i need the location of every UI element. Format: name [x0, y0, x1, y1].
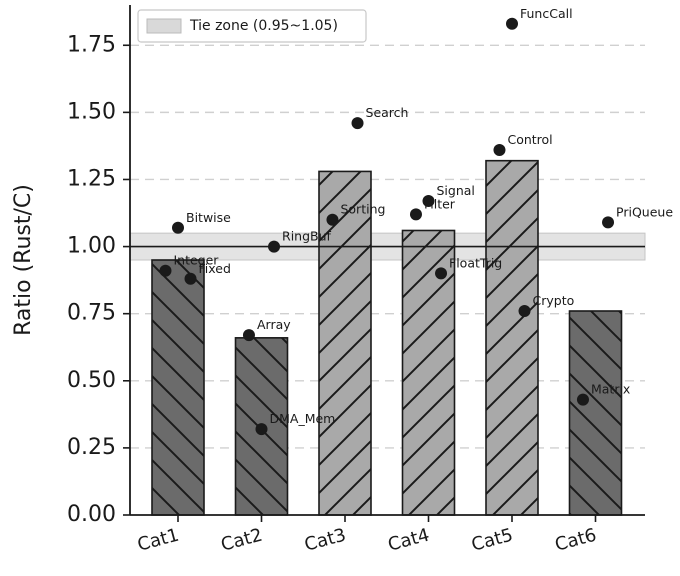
point-floattrig	[435, 267, 448, 280]
x-tick-label: Cat5	[469, 525, 515, 556]
point-label: Fixed	[199, 261, 231, 276]
point-label: FloatTrig	[449, 255, 502, 270]
point-funccall	[506, 17, 518, 30]
bar-hatch	[401, 229, 456, 516]
y-tick-label: 0.75	[67, 301, 116, 326]
x-tick-label: Cat4	[386, 525, 432, 556]
y-tick-label: 0.00	[67, 502, 116, 527]
legend: Tie zone (0.95~1.05)	[137, 9, 367, 43]
point-label: Array	[257, 317, 291, 332]
y-axis-title: Ratio (Rust/C)	[11, 184, 36, 336]
point-sorting	[326, 213, 339, 226]
x-tick-label: Cat2	[219, 525, 265, 556]
point-filter	[409, 208, 422, 221]
point-label: Control	[507, 132, 552, 147]
point-ringbuf	[268, 240, 281, 253]
point-label: Search	[366, 105, 409, 120]
bars	[151, 159, 623, 516]
point-label: Matrix	[591, 382, 630, 397]
point-label: Bitwise	[186, 210, 231, 225]
y-tick-label: 1.25	[67, 166, 116, 191]
point-label: Signal	[437, 183, 475, 198]
point-label: Sorting	[340, 202, 385, 217]
x-tick-label: Cat1	[135, 525, 181, 556]
legend-swatch	[146, 18, 182, 34]
bar-hatch	[485, 159, 539, 516]
y-tick-label: 1.75	[67, 32, 116, 57]
y-tick-label: 0.50	[67, 368, 116, 393]
point-control	[493, 143, 506, 156]
y-tick-label: 1.50	[67, 99, 116, 124]
point-array	[242, 329, 255, 342]
y-tick-label: 1.00	[67, 234, 116, 259]
bar-hatch	[151, 259, 205, 516]
x-tick-label: Cat6	[553, 525, 599, 556]
point-label: Crypto	[533, 293, 575, 308]
point-signal	[422, 194, 435, 207]
point-label: PriQueue	[616, 204, 673, 219]
point-crypto	[518, 305, 531, 317]
point-label: Integer	[173, 253, 219, 268]
point-matrix	[576, 393, 589, 406]
legend-box	[137, 9, 367, 43]
point-bitwise	[172, 221, 184, 234]
y-tick-label: 0.25	[67, 435, 116, 460]
point-dma_mem	[255, 423, 268, 436]
bar-hatch	[318, 170, 372, 516]
point-priqueue	[602, 216, 615, 229]
point-label: FuncCall	[520, 6, 573, 21]
point-integer	[159, 264, 172, 277]
x-tick-label: Cat3	[302, 525, 348, 556]
point-label: DMA_Mem	[270, 411, 336, 426]
point-label: Filter	[424, 196, 456, 211]
bar-hatch	[568, 310, 623, 516]
point-search	[351, 117, 364, 130]
legend-label: Tie zone (0.95~1.05)	[189, 18, 338, 34]
axes: 0.00 0.25 0.50 0.75 1.00 1.25 1.50 1.75 Cat1 Cat2…	[67, 5, 645, 556]
point-label: RingBuf	[282, 229, 332, 244]
point-fixed	[184, 272, 197, 285]
